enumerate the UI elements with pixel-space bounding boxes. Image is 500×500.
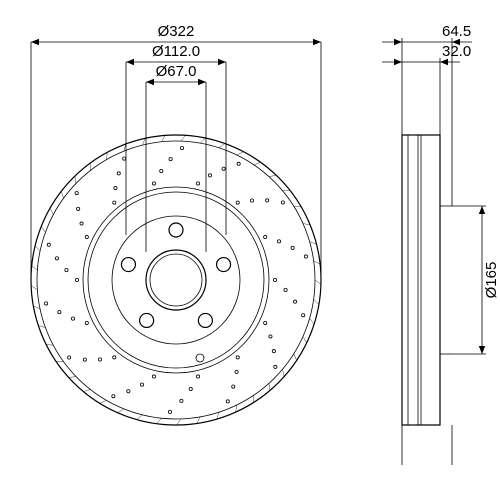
dim-hub-diameter: Ø165 — [483, 262, 500, 299]
dim-outer-diameter: Ø322 — [158, 23, 195, 40]
dim-pcd: Ø112.0 — [152, 43, 200, 60]
dim-overall-width: 64.5 — [442, 23, 471, 40]
dim-bore: Ø67.0 — [156, 63, 197, 80]
dim-disc-width: 32.0 — [442, 43, 471, 60]
